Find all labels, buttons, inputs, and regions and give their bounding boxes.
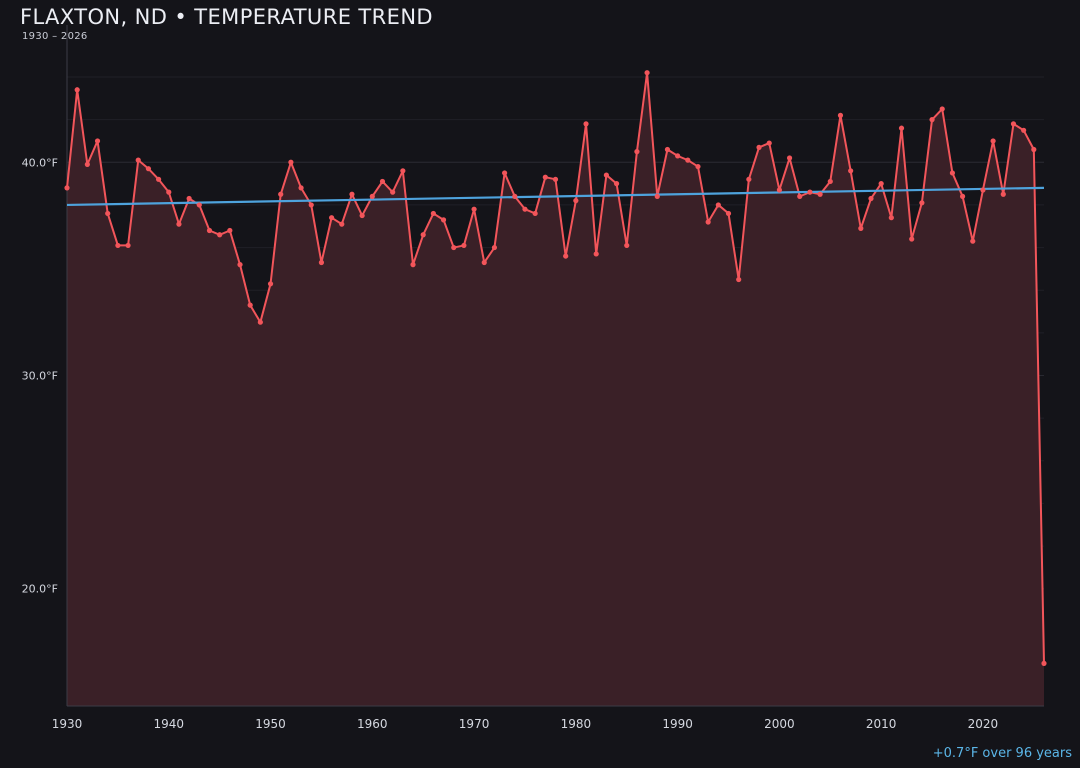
y-axis-tick-labels: 20.0°F 30.0°F 40.0°F (22, 156, 58, 595)
x-axis-tick-labels: 1930 1940 1950 1960 1970 1980 1990 2000 2010 2020 (52, 717, 998, 731)
series-markers (64, 70, 1047, 666)
area-fill (67, 72, 1044, 707)
trend-line (66, 186, 1045, 207)
x-axis-label: 2020 (968, 717, 999, 731)
y-axis-label: 40.0°F (22, 156, 58, 169)
x-axis-label: 1960 (357, 717, 388, 731)
x-axis-label: 1990 (662, 717, 693, 731)
x-axis-label: 1950 (255, 717, 286, 731)
x-axis-label: 1970 (459, 717, 490, 731)
x-axis-label: 2010 (866, 717, 897, 731)
page-title: FLAXTON, ND • TEMPERATURE TREND (20, 5, 433, 29)
y-axis-label: 30.0°F (22, 370, 58, 383)
x-axis-label: 1940 (153, 717, 184, 731)
y-axis-label: 20.0°F (22, 583, 58, 596)
trend-annotation: +0.7°F over 96 years (932, 746, 1072, 761)
chart-subtitle: 1930 – 2026 (22, 31, 88, 42)
axis-lines (66, 25, 1044, 707)
x-axis-label: 2000 (764, 717, 795, 731)
x-axis-label: 1980 (561, 717, 592, 731)
x-axis-label: 1930 (52, 717, 83, 731)
